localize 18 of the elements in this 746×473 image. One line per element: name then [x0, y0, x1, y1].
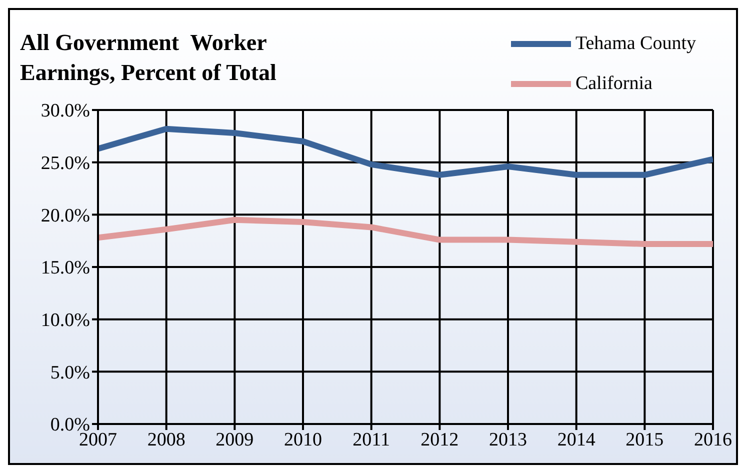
y-tick-label: 15.0% [40, 258, 90, 279]
chart-title: All Government Worker Earnings, Percent of Total [20, 29, 278, 88]
x-tick-label: 2009 [216, 429, 254, 450]
x-tick-label: 2014 [557, 429, 596, 450]
legend-label: California [575, 73, 652, 95]
y-tick-label: 20.0% [40, 205, 90, 226]
x-tick-label: 2016 [694, 429, 732, 450]
legend-label: Tehama County [575, 33, 696, 55]
x-tick-label: 2012 [420, 429, 459, 450]
x-tick-label: 2008 [147, 429, 186, 450]
y-tick-label: 30.0% [40, 100, 90, 122]
y-tick-label: 25.0% [40, 153, 90, 174]
y-tick-label: 10.0% [40, 310, 90, 332]
x-tick-label: 2013 [489, 429, 527, 450]
x-tick-label: 2015 [626, 429, 664, 450]
y-tick-label: 5.0% [50, 362, 90, 384]
x-tick-label: 2010 [284, 429, 322, 450]
x-tick-label: 2011 [352, 429, 390, 450]
